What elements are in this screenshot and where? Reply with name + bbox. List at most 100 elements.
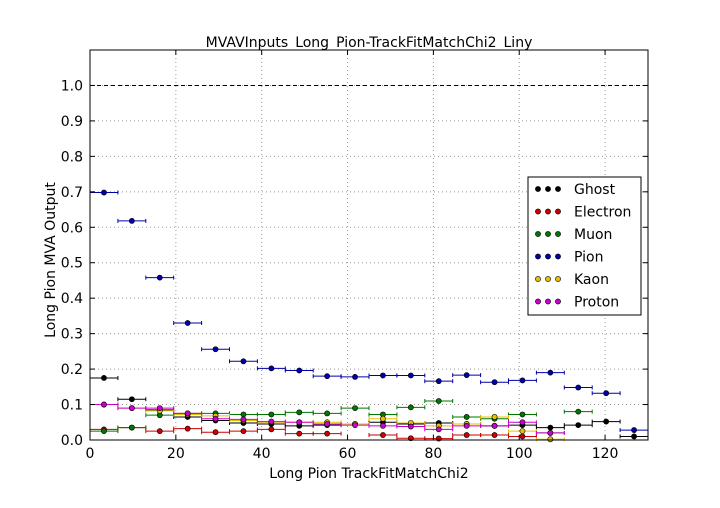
- legend-marker: [535, 231, 541, 237]
- data-point: [212, 415, 219, 422]
- data-point: [519, 419, 526, 426]
- legend-marker: [555, 186, 561, 192]
- data-point: [128, 405, 135, 411]
- data-point: [128, 396, 135, 403]
- data-point: [463, 414, 470, 420]
- data-point: [184, 320, 191, 326]
- data-point: [491, 432, 498, 438]
- legend-marker: [535, 276, 541, 282]
- data-point: [240, 358, 247, 365]
- data-point: [575, 408, 582, 415]
- data-point: [603, 418, 610, 425]
- x-tick-label: 80: [424, 446, 442, 462]
- data-point: [268, 411, 275, 418]
- data-point: [240, 416, 247, 423]
- data-point: [491, 422, 498, 429]
- data-point: [296, 409, 303, 416]
- data-point: [547, 430, 554, 436]
- data-point: [296, 367, 303, 374]
- data-point: [519, 377, 526, 384]
- legend-marker: [545, 208, 551, 215]
- data-point: [519, 433, 526, 440]
- legend-marker: [555, 298, 561, 305]
- data-point: [547, 424, 554, 431]
- legend-label-ghost: Ghost: [574, 182, 616, 198]
- data-point: [631, 427, 637, 433]
- legend-marker: [535, 253, 541, 260]
- y-tick-label: 0.7: [61, 185, 83, 201]
- legend-label-proton: Proton: [574, 295, 619, 311]
- data-point: [352, 373, 358, 380]
- data-point: [407, 423, 414, 430]
- data-point: [435, 426, 442, 433]
- x-axis-label: Long Pion TrackFitMatchChi2: [269, 466, 468, 482]
- ticks: 0 20 40 60 80 100 120 0.0 0.1 0.2 0.3 0.4 0.5 0.6 0.7 0…: [61, 50, 648, 462]
- legend-marker: [555, 231, 561, 237]
- data-point: [603, 390, 610, 397]
- data-point: [631, 433, 637, 440]
- data-point: [575, 422, 582, 429]
- data-point: [491, 379, 498, 386]
- legend-marker: [545, 253, 551, 260]
- data-point: [184, 410, 191, 417]
- legend-marker: [535, 298, 541, 305]
- data-point: [156, 274, 163, 281]
- data-point: [156, 428, 163, 435]
- data-point: [519, 428, 526, 435]
- y-tick-label: 0.8: [61, 149, 83, 165]
- data-point: [296, 430, 303, 437]
- x-tick-label: 20: [167, 446, 185, 462]
- data-point: [547, 369, 554, 376]
- data-point: [184, 425, 191, 432]
- data-point: [380, 422, 386, 429]
- y-tick-label: 1.0: [61, 78, 83, 94]
- legend-box: [527, 176, 642, 316]
- legend-marker: [545, 276, 551, 282]
- data-point: [240, 411, 247, 418]
- legend-label-kaon: Kaon: [574, 272, 609, 288]
- legend-label-muon: Muon: [574, 227, 612, 243]
- y-tick-label: 0.9: [61, 114, 83, 130]
- data-point: [268, 418, 275, 425]
- data-point: [296, 419, 303, 426]
- legend-marker: [545, 298, 551, 305]
- data-point: [324, 430, 331, 437]
- data-point: [268, 365, 275, 372]
- data-point: [463, 422, 470, 429]
- data-point: [268, 426, 275, 433]
- data-point: [519, 411, 526, 418]
- legend-marker: [555, 208, 561, 215]
- x-tick-label: 120: [592, 446, 619, 462]
- data-point: [128, 424, 135, 431]
- data-point: [435, 378, 442, 385]
- legend-marker: [535, 208, 541, 215]
- data-point: [435, 398, 442, 404]
- data-point: [463, 432, 470, 438]
- x-tick-label: 100: [506, 446, 533, 462]
- data-point: [240, 428, 247, 435]
- legend-label-pion: Pion: [574, 250, 603, 266]
- data-point: [128, 217, 135, 224]
- data-point: [156, 405, 163, 411]
- legend: Ghost Electron Muon Pion Kaon Proton: [527, 176, 642, 316]
- series-layer: [89, 189, 649, 443]
- chart-title: MVAVInputs_Long_Pion-TrackFitMatchChi2_L…: [206, 35, 533, 51]
- data-point: [547, 436, 554, 443]
- data-point: [575, 384, 582, 391]
- data-point: [212, 429, 219, 436]
- x-tick-label: 0: [86, 446, 95, 462]
- data-point: [101, 189, 107, 196]
- data-point: [407, 404, 414, 411]
- y-tick-label: 0.5: [61, 256, 83, 272]
- data-point: [101, 428, 107, 435]
- legend-label-electron: Electron: [574, 205, 631, 221]
- data-point: [491, 414, 498, 420]
- x-tick-label: 40: [253, 446, 271, 462]
- data-point: [101, 375, 107, 381]
- legend-marker: [545, 186, 551, 192]
- y-tick-label: 0.6: [61, 220, 83, 236]
- data-point: [380, 372, 386, 379]
- data-point: [407, 372, 414, 379]
- data-point: [324, 410, 331, 417]
